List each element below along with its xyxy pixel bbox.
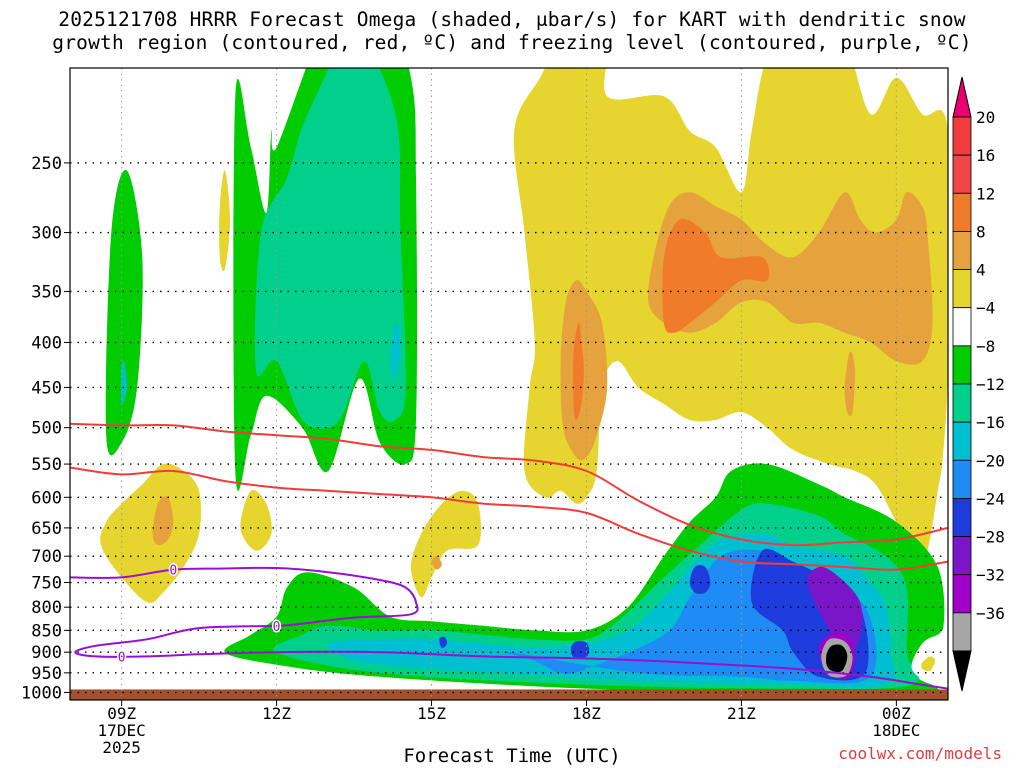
colorbar-label: 20 xyxy=(976,108,995,127)
x-tick-label: 18Z xyxy=(572,704,601,723)
omega-region-22 xyxy=(807,566,863,655)
y-tick-label: 300 xyxy=(31,224,62,244)
source-credit: coolwx.com/models xyxy=(838,744,1002,763)
y-tick-label: 700 xyxy=(31,547,62,567)
colorbar-label: −24 xyxy=(976,489,1005,508)
contour-label: 0 xyxy=(118,650,126,665)
contour-label: 0 xyxy=(273,620,281,635)
colorbar-bin xyxy=(952,574,972,614)
omega-region-6 xyxy=(100,463,202,603)
omega-region-2 xyxy=(219,170,231,272)
x-tick-label: 09Z xyxy=(107,704,136,723)
omega-region-27 xyxy=(570,640,590,659)
y-tick-label: 350 xyxy=(31,282,62,302)
dgz-contour-1 xyxy=(70,466,948,571)
colorbar-bin xyxy=(952,459,972,499)
omega-region-9 xyxy=(410,490,482,598)
omega-region-25 xyxy=(826,644,848,673)
colorbar-bin xyxy=(952,421,972,461)
omega-region-8 xyxy=(240,489,272,551)
dgz-contour-0 xyxy=(70,422,948,547)
y-tick-label: 750 xyxy=(31,574,62,594)
y-tick-label: 600 xyxy=(31,488,62,508)
colorbar-bin xyxy=(952,498,972,537)
x-tick-label: 12Z xyxy=(262,704,291,723)
y-tick-label: 950 xyxy=(31,664,62,684)
colorbar-bin xyxy=(952,345,972,385)
omega-region-4 xyxy=(254,68,406,429)
x-tick-label: 00Z xyxy=(882,704,911,723)
y-tick-label: 1000 xyxy=(21,683,62,703)
colorbar-bin xyxy=(952,307,972,347)
colorbar-label: −16 xyxy=(976,413,1005,432)
omega-region-11 xyxy=(513,68,948,560)
temperature-contours: 0 0 0 xyxy=(70,422,948,690)
colorbar-label: −36 xyxy=(976,604,1005,623)
y-tick-label: 450 xyxy=(31,378,62,398)
colorbar-label: 4 xyxy=(976,261,986,280)
y-axis: 2503003504004505005506006507007508008509… xyxy=(21,154,70,703)
colorbar-label: −8 xyxy=(976,337,995,356)
colorbar-label: −32 xyxy=(976,566,1005,585)
colorbar-bin xyxy=(952,269,972,309)
ground-surface xyxy=(70,689,948,700)
colorbar-label: −20 xyxy=(976,451,1005,470)
y-tick-label: 500 xyxy=(31,419,62,439)
x-tick-label: 15Z xyxy=(417,704,446,723)
omega-region-0 xyxy=(105,170,143,456)
freezing-level-contour-0 xyxy=(70,566,948,690)
omega-region-7 xyxy=(152,496,174,546)
colorbar-bin xyxy=(952,231,972,270)
omega-region-15 xyxy=(662,218,770,334)
colorbar-bin xyxy=(952,116,972,156)
plot-frame xyxy=(69,67,949,701)
y-tick-label: 650 xyxy=(31,519,62,539)
x-tick-label: 21Z xyxy=(727,704,756,723)
colorbar-label: 16 xyxy=(976,146,995,165)
colorbar-label: −12 xyxy=(976,375,1005,394)
colorbar-label: 8 xyxy=(976,222,986,241)
colorbar-bin xyxy=(952,612,972,652)
y-tick-label: 250 xyxy=(31,154,62,174)
omega-region-30 xyxy=(921,656,936,672)
colorbar-label: −4 xyxy=(976,299,995,318)
colorbar-bin xyxy=(952,154,972,194)
omega-shading xyxy=(100,68,948,694)
colorbar-arrow-down xyxy=(952,650,972,692)
y-tick-label: 850 xyxy=(31,621,62,641)
colorbar: 20 16 12 8 4 −4 −8 −12 −16 −20 −24 −28 −32 −36 xyxy=(952,76,1005,692)
chart-title-line-1: 2025121708 HRRR Forecast Omega (shaded, … xyxy=(58,8,966,31)
chart-title-line-2: growth region (contoured, red, ºC) and f… xyxy=(52,31,972,54)
colorbar-label: 12 xyxy=(976,184,995,203)
y-tick-label: 900 xyxy=(31,643,62,663)
omega-region-26 xyxy=(689,565,711,594)
y-tick-label: 550 xyxy=(31,455,62,475)
contour-label: 0 xyxy=(169,564,177,579)
omega-region-28 xyxy=(439,636,448,649)
omega-region-1 xyxy=(121,360,127,405)
y-tick-label: 400 xyxy=(31,333,62,353)
colorbar-bin xyxy=(952,383,972,423)
omega-region-13 xyxy=(573,322,584,420)
x-axis-title: Forecast Time (UTC) xyxy=(403,745,621,767)
colorbar-label: −28 xyxy=(976,528,1005,547)
grid-lines xyxy=(70,68,948,700)
x-tick-year: 2025 xyxy=(102,738,141,757)
colorbar-bin xyxy=(952,192,972,232)
omega-region-5 xyxy=(390,322,401,380)
y-tick-label: 800 xyxy=(31,598,62,618)
x-tick-date: 17DEC xyxy=(98,721,146,740)
colorbar-arrow-up xyxy=(952,76,972,118)
x-tick-date: 18DEC xyxy=(872,721,920,740)
colorbar-bin xyxy=(952,536,972,576)
omega-region-16 xyxy=(844,351,856,417)
omega-region-14 xyxy=(647,191,933,365)
omega-region-10 xyxy=(431,556,442,570)
